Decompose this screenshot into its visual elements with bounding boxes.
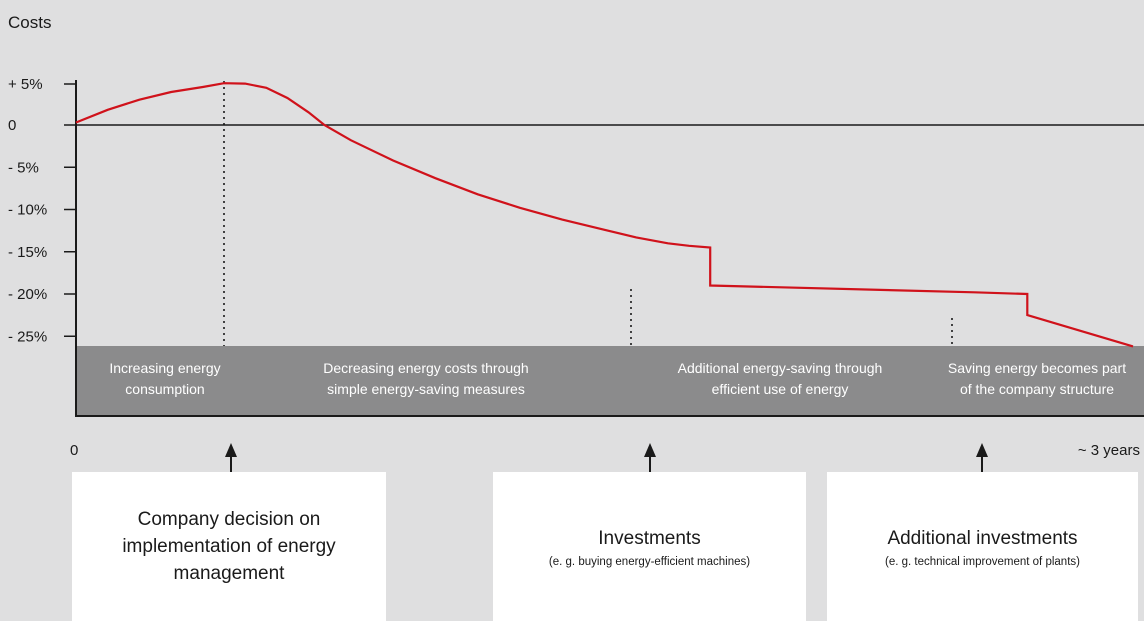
additional-investments-box: Additional investments (e. g. technical … (827, 472, 1138, 621)
investments-subtitle: (e. g. buying energy-efficient machines) (548, 556, 751, 568)
additional-investments-title: Additional investments (887, 528, 1078, 549)
y-tick-label: 0 (8, 117, 16, 134)
phase-label: consumption (125, 381, 204, 397)
phase-label: Increasing energy (109, 360, 220, 376)
investments-box: Investments (e. g. buying energy-efficie… (493, 472, 806, 621)
y-tick-label: - 15% (8, 244, 47, 261)
phase-label: Decreasing energy costs through (323, 360, 528, 376)
cost-curve (75, 82, 1134, 348)
y-axis-label: Costs (8, 13, 51, 32)
phase-band (76, 346, 1144, 416)
phase-label: efficient use of energy (712, 381, 849, 397)
y-tick-label: - 10% (8, 202, 47, 219)
arrow-head (644, 443, 656, 457)
y-tick-label: - 5% (8, 159, 39, 176)
y-tick-label: + 5% (8, 76, 43, 93)
decision-title: Company decision on implementation of en… (122, 509, 336, 584)
y-tick-label: - 20% (8, 286, 47, 303)
x-end-label: ~ 3 years (1078, 442, 1140, 459)
additional-investments-subtitle: (e. g. technical improvement of plants) (885, 556, 1080, 568)
phase-label: Additional energy-saving through (678, 360, 883, 376)
phase-label: Saving energy becomes part (948, 360, 1126, 376)
arrow-head (225, 443, 237, 457)
investments-title: Investments (598, 528, 701, 549)
phase-label: of the company structure (960, 381, 1114, 397)
phase-label: simple energy-saving measures (327, 381, 525, 397)
y-tick-label: - 25% (8, 328, 47, 345)
decision-box: Company decision on implementation of en… (72, 472, 386, 621)
arrow-head (976, 443, 988, 457)
x-start-label: 0 (70, 442, 78, 459)
